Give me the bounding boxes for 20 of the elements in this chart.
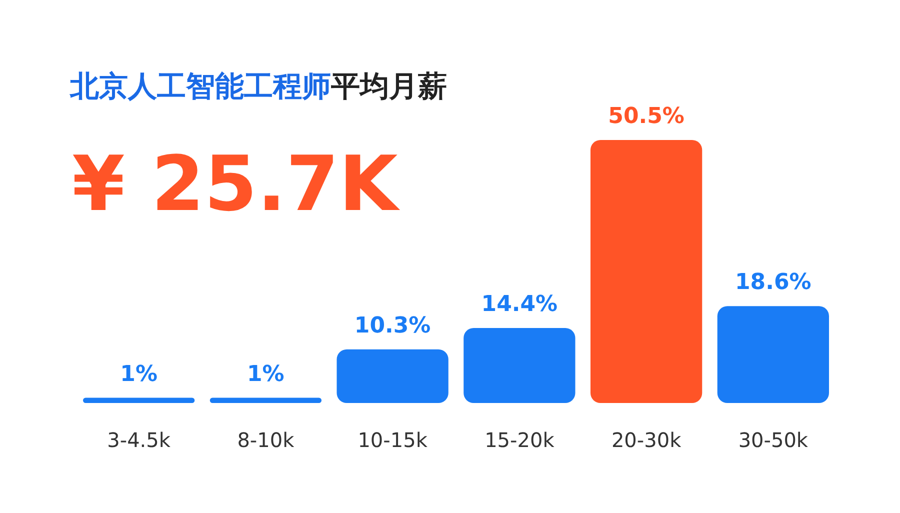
bar: [464, 328, 576, 403]
x-tick-label: 20-30k: [611, 428, 682, 452]
data-label: 50.5%: [608, 104, 684, 129]
x-tick-label: 8-10k: [237, 428, 295, 452]
bar: [336, 349, 448, 403]
bar: [210, 398, 322, 403]
bar: [717, 306, 829, 403]
x-tick-label: 30-50k: [738, 428, 808, 452]
bar: [83, 398, 195, 403]
chart-subtitle: ¥ 25.7K: [72, 139, 401, 228]
x-tick-label: 15-20k: [484, 428, 555, 452]
data-label: 1%: [247, 362, 284, 387]
data-label: 10.3%: [354, 313, 431, 338]
data-label: 14.4%: [481, 292, 558, 318]
x-tick-label: 10-15k: [358, 428, 428, 452]
data-label: 18.6%: [735, 270, 812, 296]
chart-title: 北京人工智能工程师平均月薪: [69, 69, 447, 103]
x-tick-label: 3-4.5k: [107, 428, 171, 452]
bar: [590, 140, 702, 403]
data-label: 1%: [120, 362, 158, 387]
